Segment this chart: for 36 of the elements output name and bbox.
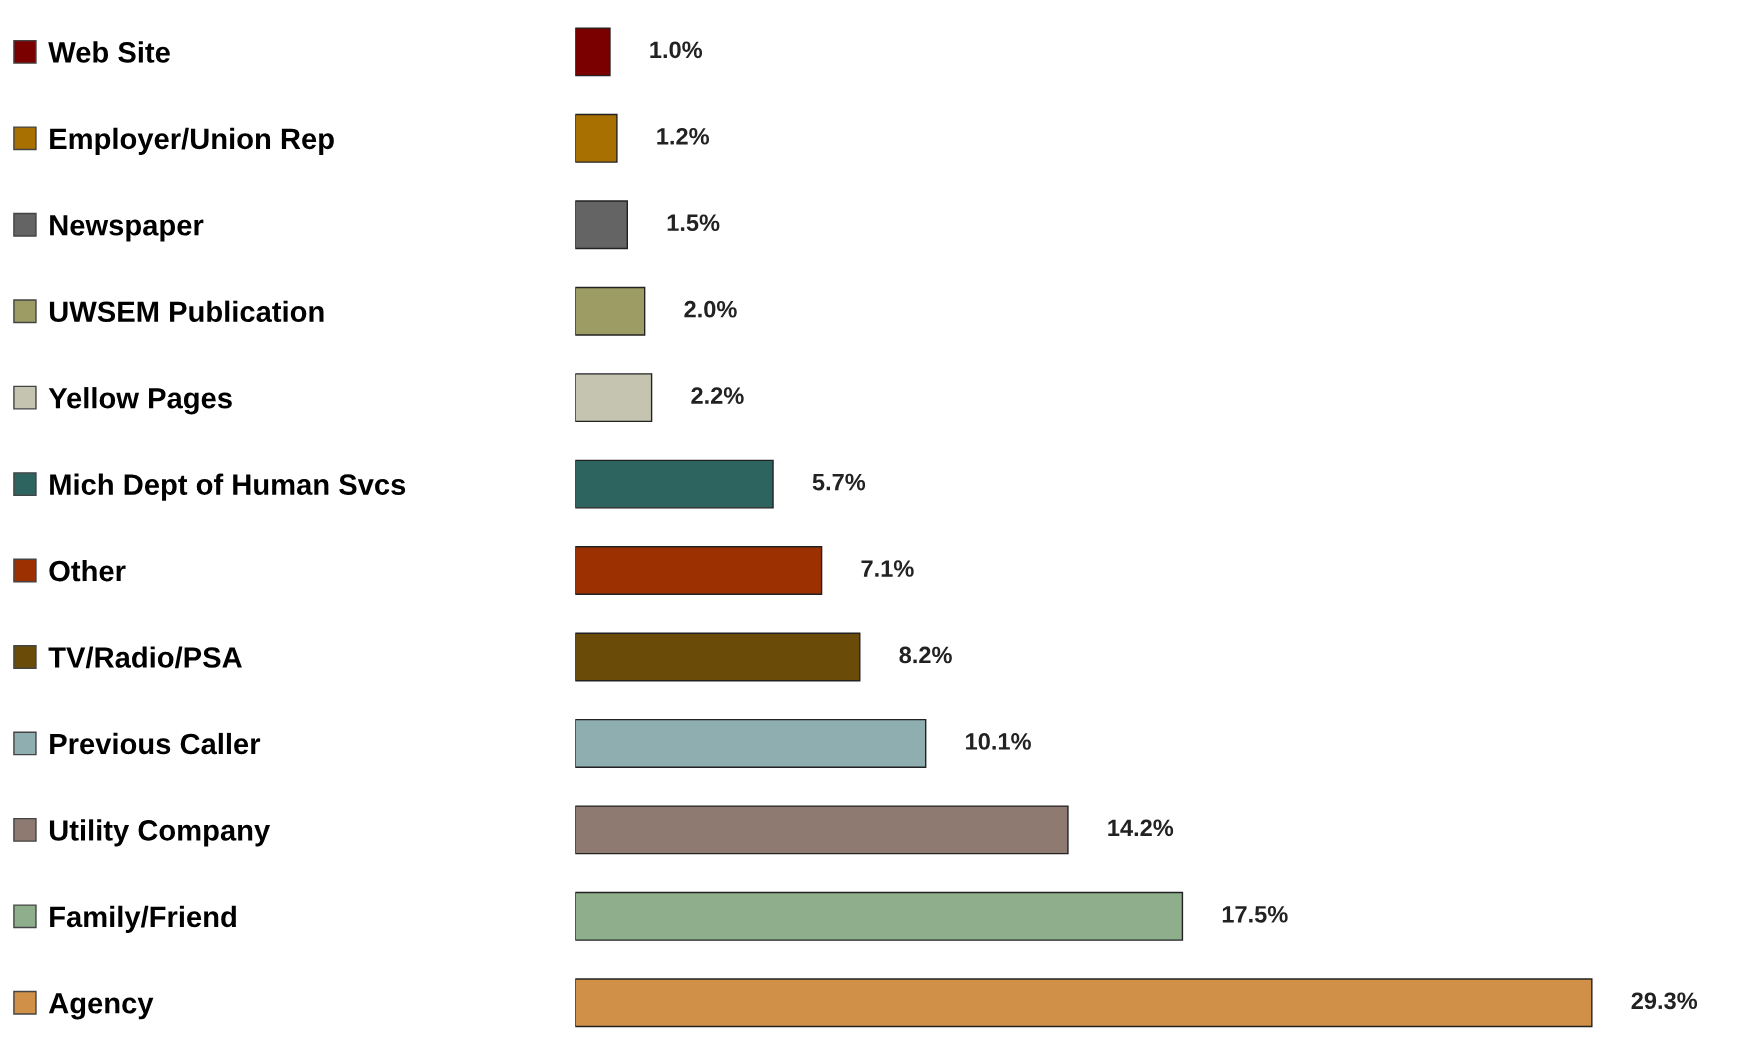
bar — [575, 113, 618, 163]
data-label: 2.2% — [691, 387, 744, 404]
y-tick-label: TV/Radio/PSA — [48, 646, 242, 669]
y-tick-label: Yellow Pages — [48, 387, 232, 415]
bar — [575, 718, 927, 768]
data-label: 2.0% — [684, 300, 737, 318]
bar — [575, 891, 1184, 941]
bar — [575, 978, 1593, 1028]
y-tick-label: Other — [49, 559, 126, 582]
bar — [575, 27, 611, 77]
data-label: 5.7% — [812, 473, 866, 491]
bar — [575, 373, 653, 423]
data-label: 29.3% — [1631, 992, 1698, 1010]
data-label: 7.1% — [861, 560, 914, 577]
bar — [575, 805, 1069, 855]
y-tick-label: Mich Dept of Human Svcs — [50, 473, 406, 501]
bar — [575, 546, 823, 596]
data-label: 1.0% — [650, 41, 703, 59]
data-label: 14.2% — [1108, 819, 1174, 837]
data-label: 10.1% — [966, 733, 1031, 750]
y-tick-label: Web Site — [48, 41, 170, 63]
y-tick-label: UWSEM Publication — [49, 300, 324, 323]
y-tick-label: Family/Friend — [50, 905, 236, 933]
y-tick-label: Newspaper — [50, 215, 204, 242]
y-tick-label: Employer/Union Rep — [50, 127, 334, 155]
bar — [575, 459, 774, 509]
data-label: 17.5% — [1222, 906, 1288, 923]
data-label: 1.2% — [657, 127, 709, 145]
data-label: 8.2% — [899, 646, 952, 664]
data-label: 1.5% — [667, 214, 720, 232]
bar — [575, 632, 861, 682]
y-tick-label: Previous Caller — [50, 732, 261, 755]
y-tick-label: Utility Company — [49, 819, 271, 847]
y-tick-label: Agency — [48, 993, 154, 1020]
bar — [575, 286, 646, 336]
bar — [575, 200, 629, 250]
